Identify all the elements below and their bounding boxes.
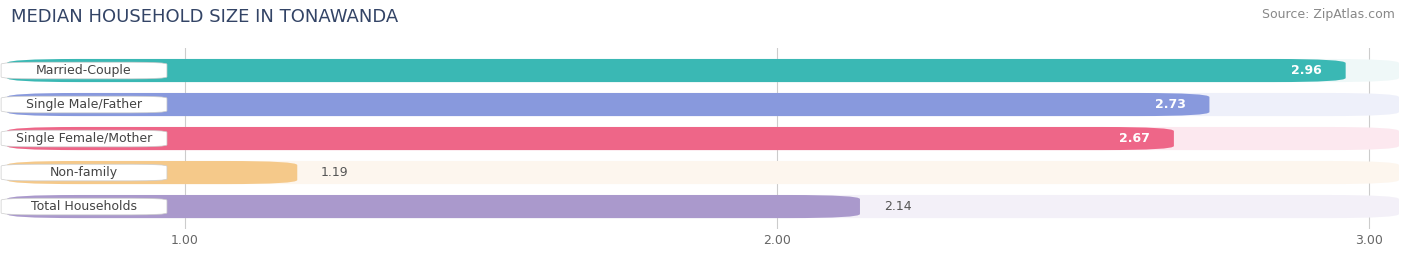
FancyBboxPatch shape <box>1 96 167 113</box>
FancyBboxPatch shape <box>7 127 1174 150</box>
Text: 1.19: 1.19 <box>321 166 349 179</box>
Text: 2.67: 2.67 <box>1119 132 1150 145</box>
FancyBboxPatch shape <box>7 59 1399 82</box>
FancyBboxPatch shape <box>1 198 167 215</box>
Text: Single Female/Mother: Single Female/Mother <box>15 132 152 145</box>
Text: 2.73: 2.73 <box>1154 98 1185 111</box>
FancyBboxPatch shape <box>1 164 167 181</box>
FancyBboxPatch shape <box>1 62 167 79</box>
Text: 2.96: 2.96 <box>1291 64 1322 77</box>
Text: Single Male/Father: Single Male/Father <box>27 98 142 111</box>
FancyBboxPatch shape <box>1 130 167 147</box>
FancyBboxPatch shape <box>7 195 860 218</box>
Text: Non-family: Non-family <box>51 166 118 179</box>
FancyBboxPatch shape <box>7 93 1399 116</box>
Text: Married-Couple: Married-Couple <box>37 64 132 77</box>
Text: Total Households: Total Households <box>31 200 136 213</box>
FancyBboxPatch shape <box>7 127 1399 150</box>
Text: 2.14: 2.14 <box>883 200 911 213</box>
Text: Source: ZipAtlas.com: Source: ZipAtlas.com <box>1261 8 1395 21</box>
FancyBboxPatch shape <box>7 195 1399 218</box>
FancyBboxPatch shape <box>7 59 1346 82</box>
FancyBboxPatch shape <box>7 161 1399 184</box>
FancyBboxPatch shape <box>7 93 1209 116</box>
FancyBboxPatch shape <box>7 161 297 184</box>
Text: MEDIAN HOUSEHOLD SIZE IN TONAWANDA: MEDIAN HOUSEHOLD SIZE IN TONAWANDA <box>11 8 398 26</box>
